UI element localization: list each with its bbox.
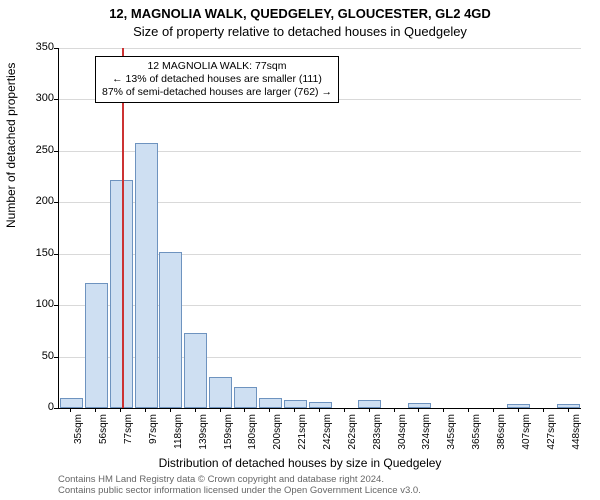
x-tick-mark — [518, 408, 519, 412]
x-tick-mark — [145, 408, 146, 412]
x-tick-mark — [244, 408, 245, 412]
x-axis-label: Distribution of detached houses by size … — [0, 456, 600, 470]
x-tick-mark — [195, 408, 196, 412]
x-tick-label: 180sqm — [247, 414, 258, 454]
y-tick-mark — [54, 151, 58, 152]
x-tick-label: 407sqm — [521, 414, 532, 454]
x-tick-label: 386sqm — [496, 414, 507, 454]
footer-line-2: Contains public sector information licen… — [58, 485, 421, 496]
x-tick-label: 283sqm — [372, 414, 383, 454]
chart-container: 12, MAGNOLIA WALK, QUEDGELEY, GLOUCESTER… — [0, 0, 600, 500]
x-tick-mark — [170, 408, 171, 412]
y-tick-label: 350 — [24, 41, 54, 53]
histogram-bar — [135, 143, 158, 408]
x-tick-label: 324sqm — [421, 414, 432, 454]
x-tick-label: 35sqm — [73, 414, 84, 454]
x-tick-label: 221sqm — [297, 414, 308, 454]
x-tick-mark — [568, 408, 569, 412]
x-tick-label: 345sqm — [446, 414, 457, 454]
y-tick-mark — [54, 357, 58, 358]
x-tick-mark — [543, 408, 544, 412]
annotation-line-2: ← 13% of detached houses are smaller (11… — [102, 73, 332, 86]
histogram-bar — [507, 404, 530, 408]
x-tick-label: 304sqm — [397, 414, 408, 454]
x-tick-label: 77sqm — [123, 414, 134, 454]
annotation-line-1: 12 MAGNOLIA WALK: 77sqm — [102, 60, 332, 73]
x-tick-mark — [344, 408, 345, 412]
x-tick-mark — [319, 408, 320, 412]
x-tick-mark — [443, 408, 444, 412]
x-tick-mark — [394, 408, 395, 412]
x-tick-mark — [369, 408, 370, 412]
x-tick-label: 200sqm — [272, 414, 283, 454]
histogram-bar — [209, 377, 232, 408]
histogram-bar — [234, 387, 257, 408]
x-tick-mark — [269, 408, 270, 412]
x-tick-label: 262sqm — [347, 414, 358, 454]
footer-line-1: Contains HM Land Registry data © Crown c… — [58, 474, 421, 485]
x-tick-mark — [220, 408, 221, 412]
histogram-bar — [408, 403, 431, 408]
y-tick-label: 300 — [24, 92, 54, 104]
x-tick-mark — [70, 408, 71, 412]
y-tick-mark — [54, 305, 58, 306]
y-tick-label: 250 — [24, 144, 54, 156]
y-tick-mark — [54, 99, 58, 100]
histogram-bar — [284, 400, 307, 408]
x-tick-mark — [294, 408, 295, 412]
x-tick-label: 56sqm — [98, 414, 109, 454]
x-tick-label: 159sqm — [223, 414, 234, 454]
y-tick-mark — [54, 254, 58, 255]
annotation-line-3: 87% of semi-detached houses are larger (… — [102, 86, 332, 99]
y-tick-label: 50 — [24, 350, 54, 362]
histogram-bar — [309, 402, 332, 408]
x-tick-mark — [493, 408, 494, 412]
y-tick-mark — [54, 202, 58, 203]
histogram-bar — [85, 283, 108, 408]
x-tick-label: 118sqm — [173, 414, 184, 454]
y-tick-label: 200 — [24, 195, 54, 207]
footer-text: Contains HM Land Registry data © Crown c… — [58, 474, 421, 497]
histogram-bar — [557, 404, 580, 408]
histogram-bar — [60, 398, 83, 408]
x-tick-mark — [95, 408, 96, 412]
x-tick-mark — [468, 408, 469, 412]
x-tick-label: 97sqm — [148, 414, 159, 454]
y-tick-mark — [54, 48, 58, 49]
chart-title-2: Size of property relative to detached ho… — [0, 24, 600, 39]
histogram-bar — [358, 400, 381, 408]
y-tick-mark — [54, 408, 58, 409]
histogram-bar — [184, 333, 207, 408]
x-tick-label: 242sqm — [322, 414, 333, 454]
x-tick-mark — [418, 408, 419, 412]
y-tick-label: 100 — [24, 298, 54, 310]
histogram-bar — [159, 252, 182, 408]
y-tick-label: 150 — [24, 247, 54, 259]
x-tick-label: 448sqm — [571, 414, 582, 454]
histogram-bar — [259, 398, 282, 408]
annotation-box: 12 MAGNOLIA WALK: 77sqm← 13% of detached… — [95, 56, 339, 103]
gridline — [59, 48, 581, 49]
x-tick-label: 139sqm — [198, 414, 209, 454]
x-tick-label: 427sqm — [546, 414, 557, 454]
y-axis-label: Number of detached properties — [4, 63, 18, 228]
x-tick-label: 365sqm — [471, 414, 482, 454]
y-tick-label: 0 — [24, 401, 54, 413]
x-tick-mark — [120, 408, 121, 412]
chart-title-1: 12, MAGNOLIA WALK, QUEDGELEY, GLOUCESTER… — [0, 6, 600, 21]
